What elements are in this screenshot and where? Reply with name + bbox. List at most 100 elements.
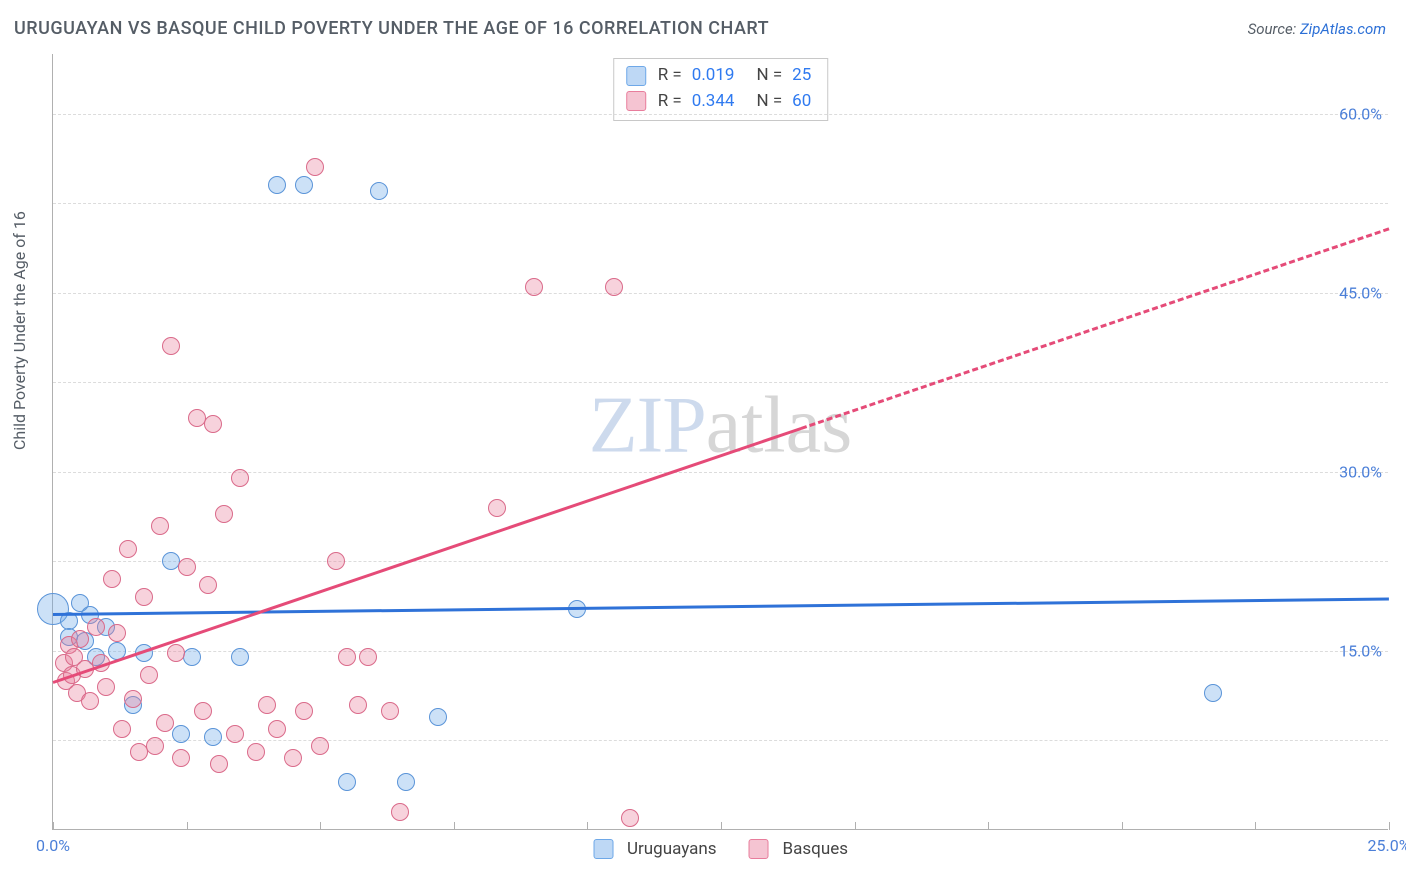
data-point-basques xyxy=(199,576,217,594)
n-label: N = xyxy=(756,89,782,115)
data-point-basques xyxy=(311,737,329,755)
legend-swatch xyxy=(749,839,769,859)
data-point-basques xyxy=(605,278,623,296)
data-point-uruguayans xyxy=(429,708,447,726)
x-tick xyxy=(721,822,722,830)
data-point-basques xyxy=(204,415,222,433)
gridline xyxy=(53,651,1388,652)
data-point-basques xyxy=(140,666,158,684)
x-tick-label: 0.0% xyxy=(36,836,70,855)
legend-item: Uruguayans xyxy=(593,839,717,859)
data-point-basques xyxy=(525,278,543,296)
data-point-basques xyxy=(108,624,126,642)
x-tick xyxy=(320,822,321,830)
data-point-basques xyxy=(172,749,190,767)
data-point-basques xyxy=(151,517,169,535)
trend-line xyxy=(801,227,1390,429)
r-label: R = xyxy=(658,89,682,115)
r-value: 0.344 xyxy=(692,89,735,115)
data-point-basques xyxy=(359,648,377,666)
data-point-basques xyxy=(215,505,233,523)
watermark-part1: ZIP xyxy=(589,382,706,470)
x-tick xyxy=(187,822,188,830)
data-point-uruguayans xyxy=(231,648,249,666)
n-label: N = xyxy=(756,63,782,89)
data-point-basques xyxy=(258,696,276,714)
data-point-basques xyxy=(71,630,89,648)
x-tick xyxy=(53,822,54,830)
legend-swatch xyxy=(593,839,613,859)
legend-label: Uruguayans xyxy=(627,839,717,859)
x-tick xyxy=(1255,822,1256,830)
legend-stat-row: R = 0.019 N = 25 xyxy=(626,63,816,89)
x-tick xyxy=(1122,822,1123,830)
data-point-basques xyxy=(178,558,196,576)
data-point-basques xyxy=(306,158,324,176)
legend-series: Uruguayans Basques xyxy=(593,839,848,859)
data-point-uruguayans xyxy=(397,773,415,791)
legend-swatch xyxy=(626,91,646,111)
legend-stats: R = 0.019 N = 25 R = 0.344 N = 60 xyxy=(613,58,829,121)
data-point-basques xyxy=(113,720,131,738)
data-point-basques xyxy=(231,469,249,487)
source-link[interactable]: ZipAtlas.com xyxy=(1300,20,1386,38)
data-point-uruguayans xyxy=(370,182,388,200)
gridline xyxy=(53,382,1388,383)
n-value: 60 xyxy=(792,89,811,115)
x-tick xyxy=(855,822,856,830)
data-point-basques xyxy=(87,618,105,636)
data-point-basques xyxy=(156,714,174,732)
x-tick xyxy=(587,822,588,830)
data-point-uruguayans xyxy=(183,648,201,666)
y-tick-label: 30.0% xyxy=(1339,462,1382,481)
r-label: R = xyxy=(658,63,682,89)
plot-area: ZIPatlas R =0.019N =25R =0.344N =60 Urug… xyxy=(52,54,1388,830)
data-point-basques xyxy=(284,749,302,767)
gridline xyxy=(53,114,1388,115)
x-tick xyxy=(1389,822,1390,830)
gridline xyxy=(53,740,1388,741)
data-point-basques xyxy=(247,743,265,761)
data-point-uruguayans xyxy=(204,728,222,746)
data-point-uruguayans xyxy=(338,773,356,791)
n-value: 25 xyxy=(792,63,811,89)
data-point-basques xyxy=(124,690,142,708)
data-point-basques xyxy=(226,725,244,743)
data-point-basques xyxy=(146,737,164,755)
x-tick-label: 25.0% xyxy=(1368,836,1406,855)
data-point-basques xyxy=(349,696,367,714)
data-point-basques xyxy=(162,337,180,355)
legend-label: Basques xyxy=(783,839,848,859)
data-point-uruguayans xyxy=(268,176,286,194)
watermark-part2: atlas xyxy=(706,382,853,470)
data-point-basques xyxy=(97,678,115,696)
source-prefix: Source: xyxy=(1248,20,1300,38)
data-point-basques xyxy=(119,540,137,558)
legend-item: Basques xyxy=(749,839,848,859)
data-point-basques xyxy=(327,552,345,570)
data-point-basques xyxy=(295,702,313,720)
source-label: Source: ZipAtlas.com xyxy=(1248,20,1386,38)
data-point-basques xyxy=(194,702,212,720)
chart-title: URUGUAYAN VS BASQUE CHILD POVERTY UNDER … xyxy=(14,18,769,39)
data-point-basques xyxy=(268,720,286,738)
gridline xyxy=(53,293,1388,294)
data-point-basques xyxy=(338,648,356,666)
gridline xyxy=(53,203,1388,204)
data-point-basques xyxy=(103,570,121,588)
data-point-uruguayans xyxy=(172,725,190,743)
gridline xyxy=(53,561,1388,562)
legend-swatch xyxy=(626,66,646,86)
y-tick-label: 45.0% xyxy=(1339,283,1382,302)
data-point-basques xyxy=(210,755,228,773)
r-value: 0.019 xyxy=(692,63,735,89)
legend-stat-row: R = 0.344 N = 60 xyxy=(626,89,816,115)
y-tick-label: 60.0% xyxy=(1339,104,1382,123)
data-point-basques xyxy=(391,803,409,821)
data-point-basques xyxy=(81,692,99,710)
data-point-uruguayans xyxy=(1204,684,1222,702)
x-tick xyxy=(454,822,455,830)
data-point-basques xyxy=(488,499,506,517)
correlation-chart: URUGUAYAN VS BASQUE CHILD POVERTY UNDER … xyxy=(0,0,1406,892)
data-point-basques xyxy=(381,702,399,720)
